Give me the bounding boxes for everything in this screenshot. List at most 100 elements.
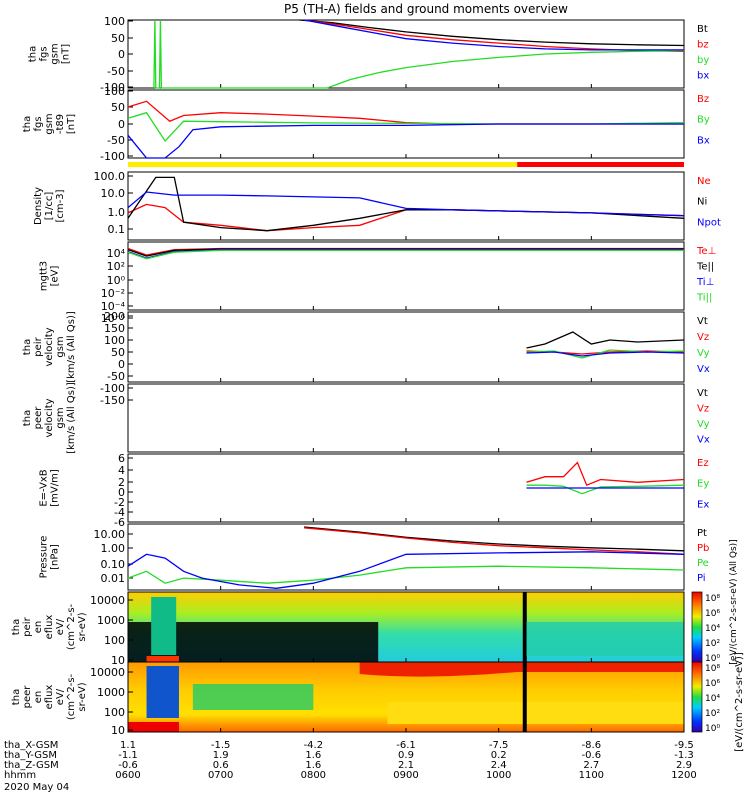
legend-Pb: Pb <box>697 543 709 554</box>
peir-late-band <box>526 622 684 656</box>
y-tick-label: -50 <box>107 134 125 147</box>
legend-Ne: Ne <box>697 176 711 187</box>
x-value: 2.7 <box>583 760 599 771</box>
peer-mid-band <box>192 684 314 710</box>
y-label-line: [km/s (All Qs)] <box>66 311 77 383</box>
legend-Npot: Npot <box>697 217 721 228</box>
y-tick-label: 100 <box>104 706 125 719</box>
colorbar-tick-label: 10⁰ <box>705 724 720 734</box>
x-value: 1100 <box>579 770 604 781</box>
y-tick-label: 50 <box>111 346 125 359</box>
colorbar-bottom <box>691 661 703 733</box>
y-tick-label: 50 <box>111 32 125 45</box>
y-tick-label: 6 <box>118 452 125 465</box>
legend-Bz: Bz <box>697 94 709 105</box>
x-value: 1200 <box>671 770 696 781</box>
y-tick-label: -50 <box>107 65 125 78</box>
colorbar-tick-label: 10⁴ <box>705 694 720 704</box>
series-Npot <box>127 191 685 217</box>
panel-peer_vel: tha peer velocity gsm [km/s (All Qs)] Vt Vz Vy V… <box>22 382 710 454</box>
legend-Ey: Ey <box>697 479 709 490</box>
legend-Vt: Vt <box>697 316 708 327</box>
panel-peir_spec: 10000 1000 100 10 tha peir en eflux eV/(cm^2-s-s… <box>11 591 685 667</box>
colorbar-tick-label: 10⁴ <box>705 624 720 634</box>
y-label-line: [mV/m] <box>50 469 61 507</box>
peer-hot-region <box>359 662 684 677</box>
colorbar-tick-label: 10⁶ <box>705 679 720 689</box>
legend-Pi: Pi <box>697 573 706 584</box>
x-row-label: 2020 May 04 <box>4 782 69 793</box>
y-label-line: en <box>33 621 44 634</box>
y-label-line: [km/s (All Qs)] <box>66 382 77 454</box>
series-Pi <box>127 551 685 589</box>
x-value: 0.2 <box>491 750 507 761</box>
x-value: 0700 <box>208 770 233 781</box>
x-value: 0.6 <box>213 760 229 771</box>
y-label-line: -t89 <box>55 114 66 134</box>
y-tick-label: 0.01 <box>101 572 126 585</box>
peir_spec-spectrogram <box>128 592 684 662</box>
y-label-line: Pressure <box>39 536 50 579</box>
peer-data-gap <box>522 662 527 732</box>
colorbar-tick-label: 10⁸ <box>705 594 720 604</box>
y-label-line: peer <box>33 406 44 430</box>
x-value: -1.1 <box>118 750 138 761</box>
x-value: -1.3 <box>674 750 694 761</box>
x-value: -9.5 <box>674 740 694 751</box>
x-value: 1.6 <box>305 750 321 761</box>
peer-late-band <box>387 702 684 724</box>
y-label-line: velocity <box>44 398 55 437</box>
y-label-line: Density <box>33 187 44 225</box>
y-label-line: tha <box>11 619 22 635</box>
legend-bx: bx <box>697 71 709 82</box>
panel-fgs_rb: 100 50 0 -50 -100 tha fgs gsm -t89 [nT] Bz By Bx <box>22 85 710 163</box>
y-tick-label: 200 <box>104 310 125 323</box>
y-tick-label: 1000 <box>97 686 125 699</box>
colorbar-tick-label: 10⁸ <box>705 664 720 674</box>
legend-Pe: Pe <box>697 558 709 569</box>
y-label-line: gsm <box>55 336 66 357</box>
y-label-line: eV/ <box>55 618 66 635</box>
y-tick-label: 4 <box>118 464 125 477</box>
y-label-line: [nT] <box>61 44 72 64</box>
y-tick-label: 1.0 <box>108 206 126 219</box>
peer-event-base <box>128 722 179 732</box>
legend-Te⊥: Te⊥ <box>696 246 716 257</box>
x-value: -4.2 <box>304 740 324 751</box>
y-tick-label: 10⁰ <box>107 274 126 287</box>
legend-Pt: Pt <box>697 528 707 539</box>
x-value: 2.1 <box>398 760 414 771</box>
y-tick-label: 10 <box>111 724 125 737</box>
peir-data-gap <box>522 592 527 662</box>
series-bx <box>303 19 684 51</box>
y-tick-label: 10.00 <box>94 528 126 541</box>
panel-ylabel: mgtt3 [eV] <box>39 261 61 291</box>
panel-ylabel: tha fgs gsm [nT] <box>28 43 72 64</box>
series-Pe <box>127 565 685 584</box>
x-value: 0.9 <box>398 750 414 761</box>
x-value: -8.6 <box>582 740 602 751</box>
panel-frame <box>127 241 685 311</box>
panel-frame <box>127 19 685 89</box>
x-value: 0800 <box>301 770 326 781</box>
panel-ylabel: tha peer en eflux eV/(cm^2-s-sr-eV) <box>11 673 88 720</box>
panel-peer_spec: 10000 1000 100 10 tha peer en eflux eV/(cm^2-s-s… <box>11 661 685 737</box>
x-value: 2.9 <box>676 760 692 771</box>
x-value: 1000 <box>486 770 511 781</box>
panel-frame <box>127 383 685 453</box>
y-label-line: (cm^2-s- <box>66 603 77 650</box>
series-Ey <box>526 484 685 495</box>
colorbar-tick-label: 10² <box>705 709 720 719</box>
legend-by: by <box>697 55 709 66</box>
y-tick-label: 1.00 <box>101 542 126 555</box>
x-value: -0.6 <box>118 760 138 771</box>
y-tick-label: -2 <box>114 496 125 509</box>
y-label-line: tha <box>22 116 33 132</box>
quality-flag-bar-yellow <box>128 162 518 167</box>
panel-fgs: 100 50 0 -50 -100 tha fgs gsm [nT] Bt bz by bx <box>28 15 710 94</box>
panel-frame <box>127 311 685 383</box>
